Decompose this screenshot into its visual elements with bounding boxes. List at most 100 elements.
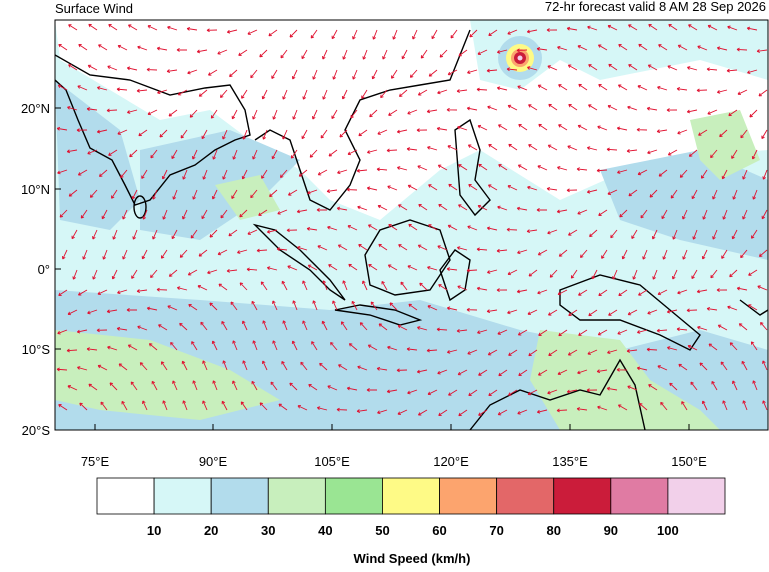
wind-arrow <box>189 109 198 118</box>
wind-arrow <box>350 109 358 119</box>
wind-arrow <box>667 346 678 351</box>
wind-arrow <box>457 285 468 291</box>
wind-arrow <box>266 229 278 234</box>
wind-arrow <box>506 67 518 72</box>
wind-arrow <box>588 104 598 111</box>
wind-arrow <box>261 169 268 179</box>
wind-arrow <box>568 309 578 317</box>
wind-arrow <box>231 189 238 199</box>
wind-arrow <box>342 280 348 291</box>
lon-label: 135°E <box>552 454 588 469</box>
wind-arrow <box>232 380 238 391</box>
wind-arrow <box>447 69 458 76</box>
wind-arrow <box>302 320 308 331</box>
wind-arrow <box>259 402 268 411</box>
wind-arrow <box>230 301 238 311</box>
wind-arrow <box>476 247 488 252</box>
wind-arrow <box>672 269 678 280</box>
wind-arrow <box>291 340 298 351</box>
wind-arrow <box>467 225 478 231</box>
wind-arrow <box>416 369 428 374</box>
wind-arrow <box>746 26 758 31</box>
wind-arrow <box>547 229 558 235</box>
wind-arrow <box>209 302 218 311</box>
wind-arrow <box>337 169 348 175</box>
wind-arrow <box>426 348 438 353</box>
wind-arrow <box>580 249 588 258</box>
wind-arrow <box>371 69 378 80</box>
wind-arrow <box>367 149 378 154</box>
wind-arrow <box>238 49 248 56</box>
wind-arrow <box>437 369 448 375</box>
wind-arrow <box>89 189 98 198</box>
wind-arrow <box>417 409 428 416</box>
wind-arrow <box>528 144 538 151</box>
wind-arrow <box>120 169 128 179</box>
wind-arrow <box>558 124 568 131</box>
wind-arrow <box>377 204 388 211</box>
colorbar-label: 90 <box>604 523 618 538</box>
wind-arrow <box>172 380 178 391</box>
wind-arrow <box>229 69 238 78</box>
wind-arrow <box>156 287 168 292</box>
wind-arrow <box>736 47 748 52</box>
wind-arrow <box>446 306 458 311</box>
wind-arrow <box>727 305 738 311</box>
wind-arrow <box>488 144 498 151</box>
wind-arrow <box>122 209 128 220</box>
wind-arrow <box>747 69 758 75</box>
wind-arrow <box>427 389 438 396</box>
wind-arrow <box>576 167 588 172</box>
wind-arrow <box>696 88 708 93</box>
wind-arrow <box>226 268 238 273</box>
wind-arrow <box>408 223 418 231</box>
wind-arrow <box>97 364 108 371</box>
wind-arrow <box>702 209 708 220</box>
wind-arrow <box>232 149 238 160</box>
wind-arrow <box>380 89 388 99</box>
wind-arrow <box>161 169 168 180</box>
wind-arrow <box>712 189 718 200</box>
wind-arrow <box>761 129 768 139</box>
wind-arrow <box>742 209 748 220</box>
wind-arrow <box>359 322 368 331</box>
wind-arrow <box>632 269 638 280</box>
wind-arrow <box>568 103 578 111</box>
wind-arrow <box>647 64 658 71</box>
wind-arrow <box>682 249 688 260</box>
wind-arrow <box>366 388 378 392</box>
wind-arrow <box>221 321 228 331</box>
wind-arrow <box>687 66 698 71</box>
wind-arrow <box>388 223 398 231</box>
wind-arrow <box>97 289 108 295</box>
wind-arrow <box>556 209 568 214</box>
wind-arrow <box>388 109 398 116</box>
wind-arrow <box>517 85 528 91</box>
wind-arrow <box>576 407 588 411</box>
wind-arrow <box>672 229 678 240</box>
wind-arrow <box>357 205 368 211</box>
wind-arrow <box>751 229 758 239</box>
wind-arrow <box>356 168 368 173</box>
wind-arrow <box>67 385 78 391</box>
wind-arrow <box>396 368 408 373</box>
wind-arrow <box>77 289 88 296</box>
wind-arrow <box>497 205 508 211</box>
wind-arrow <box>417 326 428 331</box>
wind-arrow <box>428 69 438 77</box>
wind-arrow <box>457 246 468 251</box>
wind-arrow <box>682 209 688 220</box>
wind-arrow <box>201 209 208 220</box>
wind-arrow <box>88 23 98 31</box>
wind-arrow <box>626 148 638 153</box>
wind-arrow <box>466 307 478 312</box>
wind-arrow <box>496 49 508 54</box>
wind-arrow <box>742 169 748 180</box>
wind-arrow <box>222 129 228 140</box>
wind-arrow <box>506 227 518 232</box>
wind-arrow <box>616 367 628 372</box>
wind-arrow <box>558 249 568 257</box>
wind-arrow <box>132 229 138 240</box>
wind-arrow <box>196 49 208 54</box>
